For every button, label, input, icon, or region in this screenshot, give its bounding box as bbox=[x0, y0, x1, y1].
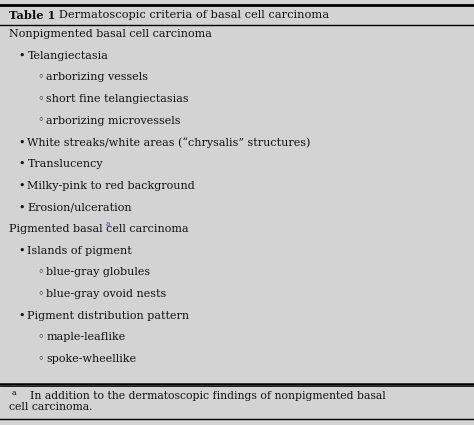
Text: blue-gray ovoid nests: blue-gray ovoid nests bbox=[46, 289, 167, 299]
Text: Translucency: Translucency bbox=[27, 159, 103, 169]
Text: •: • bbox=[18, 246, 25, 256]
Text: blue-gray globules: blue-gray globules bbox=[46, 267, 151, 278]
Text: ◦: ◦ bbox=[37, 72, 44, 82]
Text: ◦: ◦ bbox=[37, 332, 44, 343]
Text: In addition to the dermatoscopic findings of nonpigmented basal: In addition to the dermatoscopic finding… bbox=[23, 391, 385, 401]
Text: •: • bbox=[18, 137, 25, 147]
Text: spoke-wheellike: spoke-wheellike bbox=[46, 354, 137, 364]
Text: ◦: ◦ bbox=[37, 116, 44, 126]
Text: maple-leaflike: maple-leaflike bbox=[46, 332, 126, 343]
Text: ◦: ◦ bbox=[37, 267, 44, 278]
Text: •: • bbox=[18, 202, 25, 212]
Text: Pigmented basal cell carcinoma: Pigmented basal cell carcinoma bbox=[9, 224, 188, 234]
Text: a: a bbox=[105, 220, 109, 227]
Text: ◦: ◦ bbox=[37, 94, 44, 104]
Text: a: a bbox=[12, 389, 17, 397]
Text: Islands of pigment: Islands of pigment bbox=[27, 246, 132, 256]
Text: •: • bbox=[18, 159, 25, 169]
Text: Telangiectasia: Telangiectasia bbox=[27, 51, 109, 61]
Text: Erosion/ulceration: Erosion/ulceration bbox=[27, 202, 132, 212]
Text: ◦: ◦ bbox=[37, 289, 44, 299]
Text: •: • bbox=[18, 51, 25, 61]
Text: Nonpigmented basal cell carcinoma: Nonpigmented basal cell carcinoma bbox=[9, 29, 211, 39]
Text: cell carcinoma.: cell carcinoma. bbox=[9, 402, 92, 412]
Text: arborizing vessels: arborizing vessels bbox=[46, 72, 148, 82]
Text: arborizing microvessels: arborizing microvessels bbox=[46, 116, 181, 126]
Text: ◦: ◦ bbox=[37, 354, 44, 364]
Text: Milky-pink to red background: Milky-pink to red background bbox=[27, 181, 195, 191]
Text: short fine telangiectasias: short fine telangiectasias bbox=[46, 94, 189, 104]
Text: Pigment distribution pattern: Pigment distribution pattern bbox=[27, 311, 190, 321]
Text: •: • bbox=[18, 311, 25, 321]
Text: Table 1: Table 1 bbox=[9, 10, 55, 21]
Text: •: • bbox=[18, 181, 25, 191]
Text: White streaks/white areas (“chrysalis” structures): White streaks/white areas (“chrysalis” s… bbox=[27, 137, 311, 148]
Text: Dermatoscopic criteria of basal cell carcinoma: Dermatoscopic criteria of basal cell car… bbox=[48, 10, 329, 20]
